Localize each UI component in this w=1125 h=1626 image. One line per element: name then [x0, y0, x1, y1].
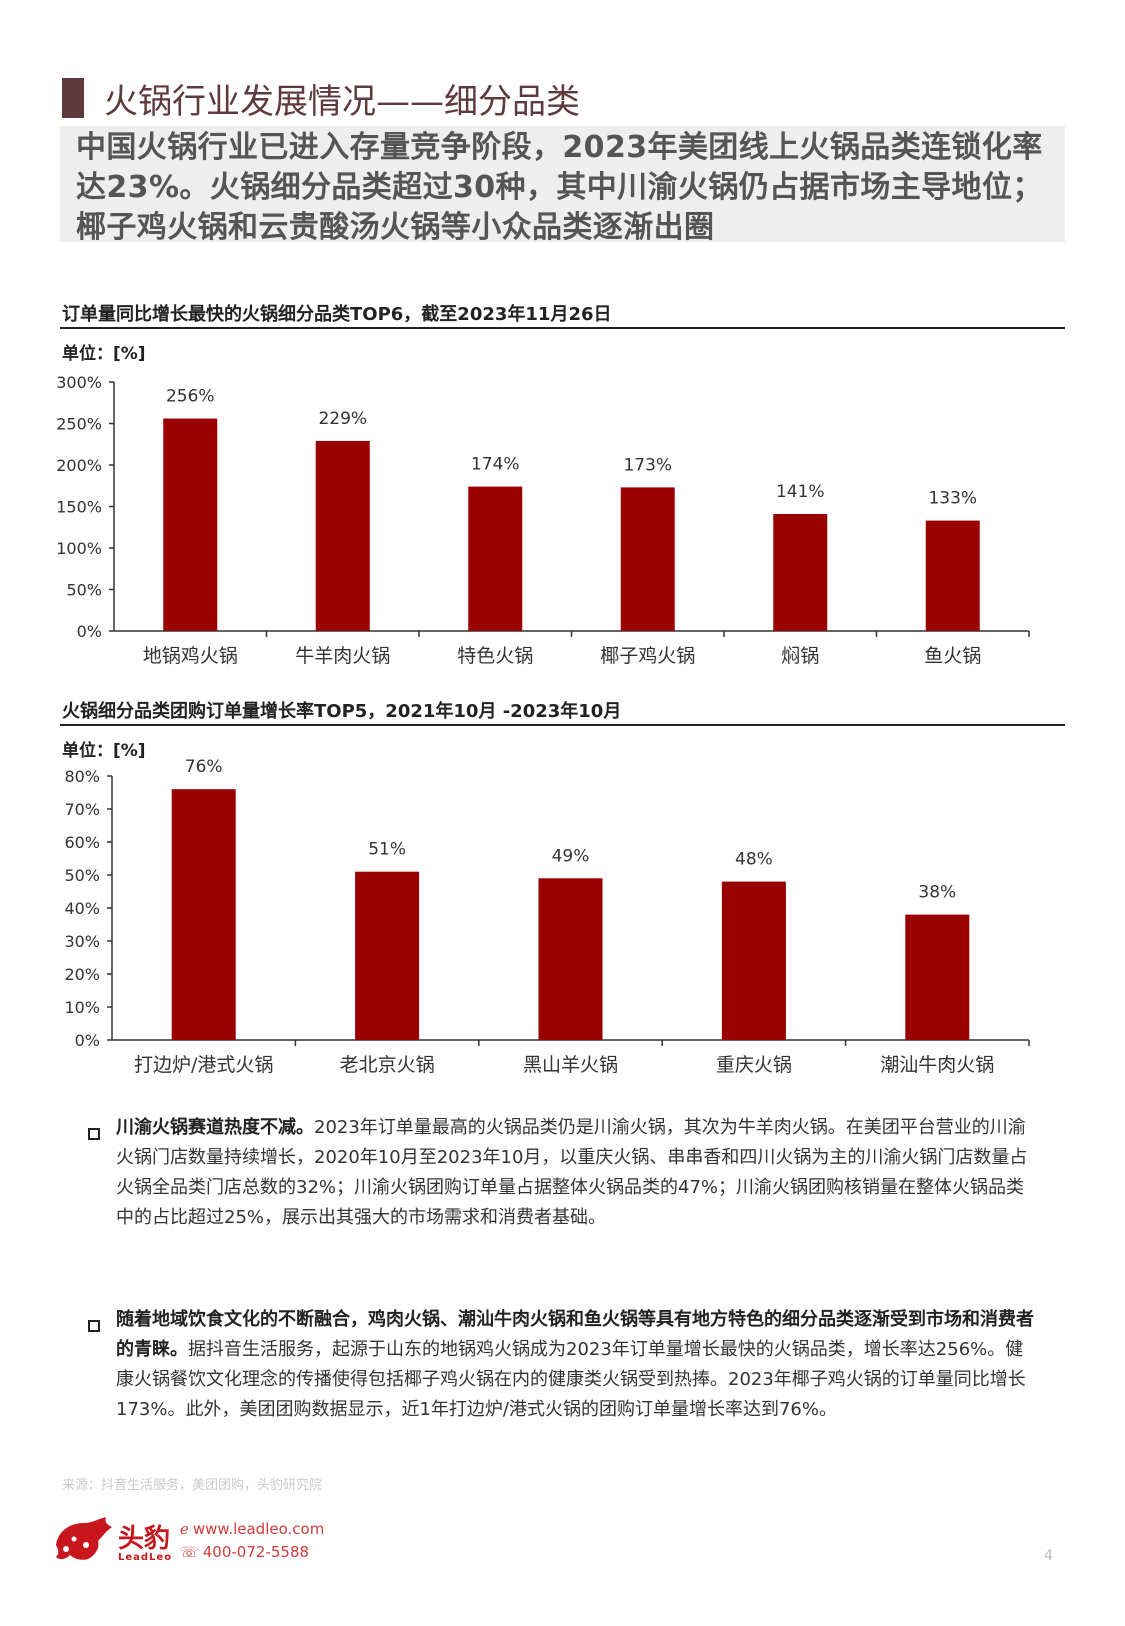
phone-icon: ☏ [180, 1543, 199, 1561]
leopard-logo-icon [56, 1517, 112, 1560]
y-tick-label: 10% [64, 998, 100, 1017]
chart2-rule [60, 724, 1065, 726]
bullet-1-lead: 川渝火锅赛道热度不减。 [116, 1117, 314, 1138]
bar [905, 914, 970, 1040]
website-link[interactable]: www.leadleo.com [192, 1520, 325, 1538]
y-tick-label: 0% [77, 622, 102, 641]
category-label: 打边炉/港式火锅 [134, 1054, 273, 1076]
y-tick-label: 20% [64, 965, 100, 984]
chart1-svg: 0% 50% 100% 150% 200% 250% 300% 256% 地锅鸡火锅 229% 牛羊… [56, 373, 1030, 667]
bar [721, 881, 786, 1040]
chart2-title: 火锅细分品类团购订单量增长率TOP5，2021年10月 -2023年10月 [62, 701, 622, 722]
data-label: 48% [735, 850, 773, 870]
category-label: 特色火锅 [457, 645, 533, 667]
y-tick-label: 80% [64, 767, 100, 786]
data-label: 174% [471, 455, 520, 475]
bar [468, 486, 523, 631]
phone-line: ☏ 400-072-5588 [180, 1543, 309, 1561]
category-label: 地锅鸡火锅 [143, 645, 238, 667]
category-label: 重庆火锅 [716, 1054, 792, 1076]
data-label: 133% [928, 489, 977, 509]
category-label: 老北京火锅 [340, 1054, 435, 1076]
bar [538, 878, 603, 1040]
bullet-1-body: 2023年订单量最高的火锅品类仍是川渝火锅，其次为牛羊肉火锅。在美团平台营业的川… [116, 1117, 1028, 1228]
bullet-checkbox-icon [88, 1128, 100, 1140]
summary-box [60, 126, 1065, 242]
bar [620, 487, 675, 631]
y-tick-label: 70% [64, 800, 100, 819]
y-tick-label: 0% [75, 1031, 100, 1050]
source-note: 来源：抖音生活服务，美团团购，头豹研究院 [62, 1478, 323, 1493]
chart1-title: 订单量同比增长最快的火锅细分品类TOP6，截至2023年11月26日 [62, 304, 612, 325]
chart2-svg: 0% 10% 20% 30% 40% 50% 60% 70% 80% 76% 打边炉/港式火锅 51%… [64, 757, 1030, 1076]
bar [315, 440, 370, 631]
website-line: ℯ www.leadleo.com [180, 1520, 324, 1538]
bullet-checkbox-icon [88, 1320, 100, 1332]
y-tick-label: 50% [64, 866, 100, 885]
data-label: 229% [318, 409, 367, 429]
phone-number: 400-072-5588 [202, 1543, 310, 1561]
y-tick-label: 50% [66, 581, 102, 600]
title-marker [62, 78, 84, 118]
chart2-unit: 单位：[%] [62, 741, 146, 761]
data-label: 38% [918, 883, 956, 903]
bullet-2-body: 据抖音生活服务，起源于山东的地锅鸡火锅成为2023年订单量增长最快的火锅品类，增… [116, 1339, 1026, 1420]
page-title: 火锅行业发展情况——细分品类 [104, 82, 580, 122]
bar [355, 871, 420, 1040]
bar [171, 789, 236, 1040]
chart1-unit: 单位：[%] [62, 344, 146, 364]
data-label: 51% [368, 840, 406, 860]
summary-text: 中国火锅行业已进入存量竞争阶段，2023年美团线上火锅品类连锁化率达23%。火锅… [76, 130, 1043, 245]
y-tick-label: 300% [56, 373, 102, 392]
bullet-2-lead: 随着地域饮食文化的不断融合，鸡肉火锅、潮汕牛肉火锅和鱼火锅等具有地方特色的细分品… [116, 1309, 1034, 1360]
category-label: 鱼火锅 [924, 645, 981, 667]
brand-name-en: LeadLeo [118, 1552, 173, 1563]
category-label: 椰子鸡火锅 [600, 645, 695, 667]
bullet-1: 川渝火锅赛道热度不减。2023年订单量最高的火锅品类仍是川渝火锅，其次为牛羊肉火… [116, 1113, 1034, 1233]
y-tick-label: 100% [56, 539, 102, 558]
brand-name-cn: 头豹 [118, 1524, 171, 1554]
category-label: 牛羊肉火锅 [295, 645, 390, 667]
bullet-2: 随着地域饮食文化的不断融合，鸡肉火锅、潮汕牛肉火锅和鱼火锅等具有地方特色的细分品… [116, 1305, 1034, 1425]
category-label: 焖锅 [781, 645, 819, 667]
chart1-rule [60, 327, 1065, 329]
category-label: 潮汕牛肉火锅 [880, 1054, 994, 1076]
y-tick-label: 30% [64, 932, 100, 951]
y-tick-label: 150% [56, 498, 102, 517]
y-tick-label: 250% [56, 415, 102, 434]
y-tick-label: 200% [56, 456, 102, 475]
data-label: 49% [552, 846, 590, 866]
y-tick-label: 40% [64, 899, 100, 918]
bar [163, 418, 218, 631]
data-label: 256% [166, 387, 215, 407]
category-label: 黑山羊火锅 [523, 1054, 618, 1076]
data-label: 141% [776, 482, 825, 502]
bar [773, 513, 828, 631]
web-icon: ℯ [180, 1520, 189, 1538]
page-number: 4 [1044, 1548, 1053, 1564]
y-tick-label: 60% [64, 833, 100, 852]
bar [925, 520, 980, 631]
data-label: 76% [185, 757, 223, 777]
data-label: 173% [623, 455, 672, 475]
